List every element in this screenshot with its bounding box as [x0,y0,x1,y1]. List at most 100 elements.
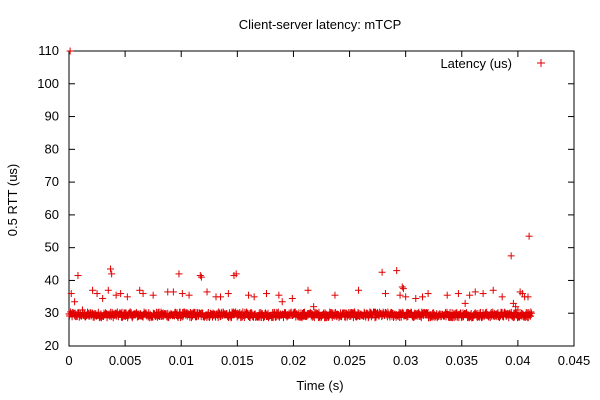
y-tick-label: 60 [45,207,59,222]
data-point [169,288,177,296]
data-point [197,273,205,281]
y-axis: 20 30 40 50 60 70 80 90 100 110 [37,43,574,353]
data-point [371,314,379,322]
data-point [107,265,115,273]
data-point [355,286,363,294]
legend: Latency (us) [440,56,545,71]
x-tick-label: 0.045 [558,353,591,368]
y-tick-label: 40 [45,272,59,287]
data-series-latency [65,47,535,322]
data-point [136,286,144,294]
data-point [399,285,407,293]
data-point [479,290,487,298]
data-point [525,232,533,240]
data-point [178,290,186,298]
y-tick-label: 50 [45,240,59,255]
data-point [471,288,479,296]
data-point [250,293,258,301]
data-point [381,290,389,298]
x-tick-label: 0 [65,353,72,368]
data-point [537,59,545,67]
data-point [498,293,506,301]
x-tick-label: 0.04 [505,353,530,368]
data-point [224,290,232,298]
data-point [424,290,432,298]
y-tick-label: 30 [45,305,59,320]
data-point [331,291,339,299]
data-point [489,286,497,294]
data-point [443,291,451,299]
data-point [187,314,195,322]
data-point [66,47,74,55]
data-point [350,308,358,316]
data-point [412,294,420,302]
data-point [398,283,406,291]
data-point [419,293,426,301]
data-point [217,293,224,301]
data-point [203,288,211,296]
data-point [454,290,462,298]
data-point [149,291,157,299]
data-point [393,267,401,275]
data-point [232,270,240,278]
data-point [112,291,120,299]
data-point [396,291,404,299]
data-point [364,314,372,322]
data-point [245,291,253,299]
x-tick-label: 0.015 [221,353,254,368]
data-point [527,308,535,316]
data-point [461,299,469,307]
plot-frame [68,50,575,347]
data-point [275,291,283,299]
data-point [310,303,318,311]
y-tick-label: 110 [38,43,59,58]
x-axis-label: Time (s) [296,378,343,393]
data-point [117,290,125,298]
data-point [526,312,534,320]
data-point [108,270,116,278]
data-point [408,309,416,317]
x-axis: 0 0.005 0.01 0.015 0.02 0.025 0.03 0.035 0.04 0.0… [65,51,590,368]
x-tick-label: 0.005 [109,353,142,368]
legend-label: Latency (us) [440,56,512,71]
legend-marker [537,59,545,67]
data-point [128,314,136,322]
y-axis-label: 0.5 RTT (us) [5,164,20,236]
data-point [304,286,312,294]
y-tick-label: 20 [45,338,59,353]
data-point [278,298,286,306]
x-tick-label: 0.035 [446,353,479,368]
data-point [104,286,112,294]
data-point [123,293,131,301]
data-point [74,272,82,280]
data-point [524,293,532,301]
data-point [527,309,535,317]
data-point [89,286,97,294]
data-point [196,272,204,280]
y-tick-label: 100 [37,76,59,91]
data-point [99,294,107,302]
plot-area: 0 0.005 0.01 0.015 0.02 0.025 0.03 0.035 0.04 0.0… [37,43,590,368]
data-point [67,290,75,298]
data-point [139,290,147,298]
chart-title: Client-server latency: mTCP [239,17,402,32]
x-tick-label: 0.025 [333,353,366,368]
data-point [378,268,386,276]
x-tick-label: 0.03 [393,353,418,368]
x-tick-label: 0.02 [281,353,306,368]
x-tick-label: 0.01 [169,353,194,368]
data-point [185,291,193,299]
y-tick-label: 70 [45,174,59,189]
data-point [175,270,183,278]
data-point [466,291,474,299]
data-point [71,298,79,306]
data-point [507,252,515,260]
data-point [263,290,271,298]
data-point [509,299,517,307]
y-tick-label: 80 [45,141,59,156]
data-point [78,306,86,314]
data-point [93,290,101,298]
y-tick-label: 90 [45,109,59,124]
data-point [402,293,410,301]
